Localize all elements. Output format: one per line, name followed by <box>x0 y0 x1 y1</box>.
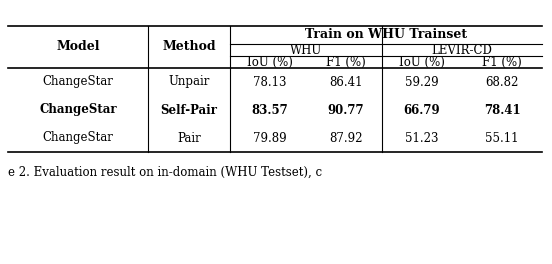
Text: 66.79: 66.79 <box>404 103 440 116</box>
Text: 86.41: 86.41 <box>329 76 363 88</box>
Text: 51.23: 51.23 <box>405 131 439 144</box>
Text: 78.41: 78.41 <box>484 103 521 116</box>
Text: Pair: Pair <box>177 131 201 144</box>
Text: IoU (%): IoU (%) <box>399 55 445 68</box>
Text: 59.29: 59.29 <box>405 76 439 88</box>
Text: ChangeStar: ChangeStar <box>39 103 117 116</box>
Text: 78.13: 78.13 <box>253 76 286 88</box>
Text: Train on WHU Trainset: Train on WHU Trainset <box>305 29 467 41</box>
Text: 90.77: 90.77 <box>328 103 364 116</box>
Text: Method: Method <box>162 40 216 54</box>
Text: e 2. Evaluation result on in-domain (WHU Testset), c: e 2. Evaluation result on in-domain (WHU… <box>8 166 322 179</box>
Text: 79.89: 79.89 <box>253 131 287 144</box>
Text: Unpair: Unpair <box>168 76 210 88</box>
Text: Self-Pair: Self-Pair <box>161 103 217 116</box>
Text: 83.57: 83.57 <box>252 103 288 116</box>
Text: Model: Model <box>56 40 100 54</box>
Text: WHU: WHU <box>290 44 322 56</box>
Text: 55.11: 55.11 <box>485 131 519 144</box>
Text: F1 (%): F1 (%) <box>482 55 522 68</box>
Text: 87.92: 87.92 <box>329 131 363 144</box>
Text: 68.82: 68.82 <box>485 76 519 88</box>
Text: ChangeStar: ChangeStar <box>43 131 114 144</box>
Text: IoU (%): IoU (%) <box>247 55 293 68</box>
Text: LEVIR-CD: LEVIR-CD <box>432 44 492 56</box>
Text: F1 (%): F1 (%) <box>326 55 366 68</box>
Text: ChangeStar: ChangeStar <box>43 76 114 88</box>
